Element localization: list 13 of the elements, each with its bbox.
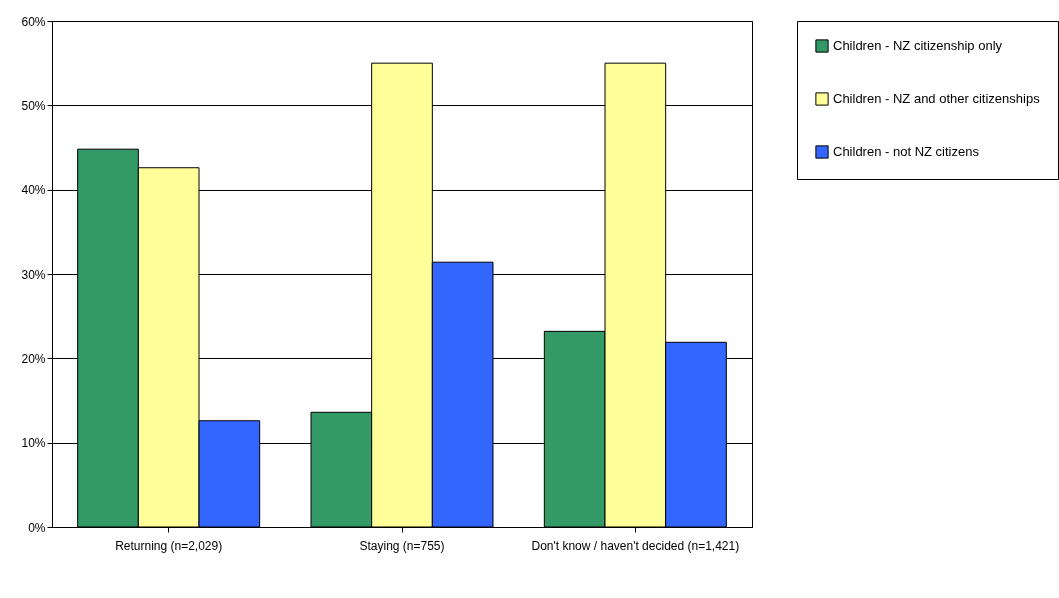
y-tick-label: 30% [21, 267, 46, 282]
x-tick-label: Returning (n=2,029) [115, 538, 223, 553]
legend-label: Children - NZ citizenship only [833, 38, 1003, 53]
legend-label: Children - not NZ citizens [833, 144, 980, 159]
legend-label: Children - NZ and other citizenships [833, 91, 1041, 106]
y-tick-label: 20% [21, 351, 46, 366]
y-tick-label: 40% [21, 183, 46, 198]
y-tick-label: 50% [21, 98, 46, 113]
x-tick-label: Don't know / haven't decided (n=1,421) [531, 538, 740, 553]
x-tick-label: Staying (n=755) [359, 538, 445, 553]
y-tick-label: 60% [21, 14, 46, 29]
y-tick-label: 10% [21, 436, 46, 451]
y-tick-label: 0% [28, 520, 46, 535]
